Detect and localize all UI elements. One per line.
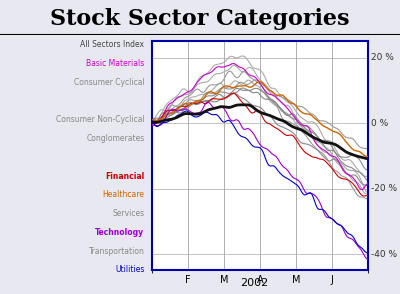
Text: All Sectors Index: All Sectors Index: [80, 40, 144, 49]
Text: Utilities: Utilities: [115, 265, 144, 274]
Text: -20 %: -20 %: [371, 184, 397, 193]
Text: Healthcare: Healthcare: [102, 190, 144, 199]
Text: Consumer Cyclical: Consumer Cyclical: [74, 78, 144, 87]
Text: Technology: Technology: [95, 228, 144, 237]
Text: Stock Sector Categories: Stock Sector Categories: [50, 9, 350, 30]
Text: 20 %: 20 %: [371, 53, 394, 62]
Text: Conglomerates: Conglomerates: [86, 134, 144, 143]
Text: Transportation: Transportation: [88, 247, 144, 256]
Text: Financial: Financial: [105, 172, 144, 181]
Text: 0 %: 0 %: [371, 118, 388, 128]
Text: Services: Services: [112, 209, 144, 218]
Text: 2002: 2002: [240, 278, 268, 288]
Text: Basic Materials: Basic Materials: [86, 59, 144, 68]
Text: Consumer Non-Cyclical: Consumer Non-Cyclical: [56, 115, 144, 124]
Text: -40 %: -40 %: [371, 250, 397, 259]
